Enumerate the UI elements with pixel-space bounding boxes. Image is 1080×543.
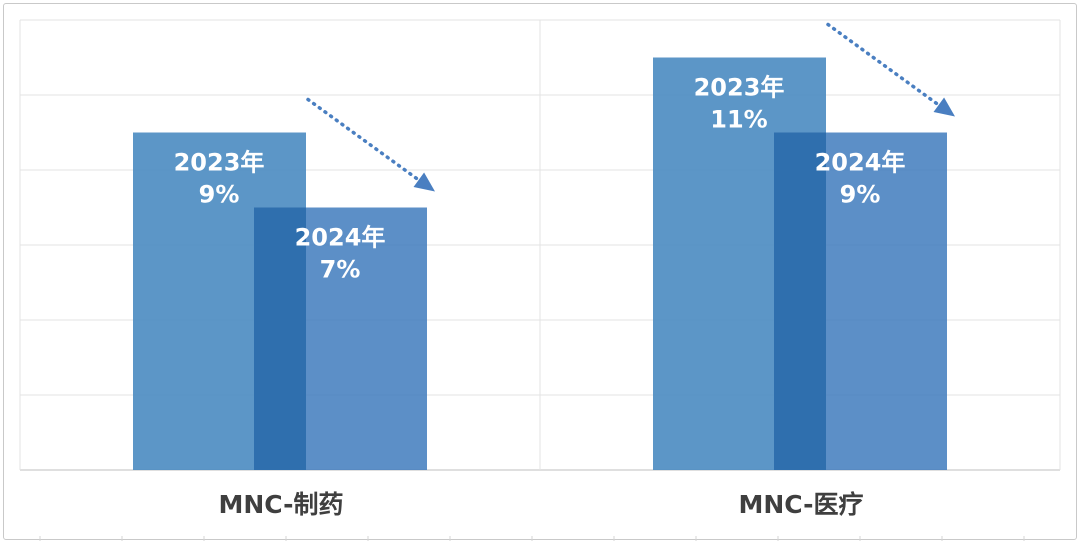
category-label: MNC-制药 (218, 490, 343, 519)
bar-overlap (254, 207, 306, 470)
data-label-value: 9% (840, 181, 881, 209)
data-label-year: 2024年 (815, 149, 906, 177)
trend-arrow-head (413, 172, 435, 192)
trend-arrow-line (826, 22, 951, 115)
data-label-year: 2023年 (694, 74, 785, 102)
data-label-year: 2023年 (174, 149, 265, 177)
data-label-value: 11% (710, 106, 767, 134)
trend-arrow-head (933, 97, 955, 117)
trend-arrow-line (306, 97, 431, 190)
category-label: MNC-医疗 (738, 490, 863, 519)
data-label-value: 7% (320, 256, 361, 284)
bar-overlap (774, 132, 826, 470)
data-label-value: 9% (199, 181, 240, 209)
data-label-year: 2024年 (295, 224, 386, 252)
